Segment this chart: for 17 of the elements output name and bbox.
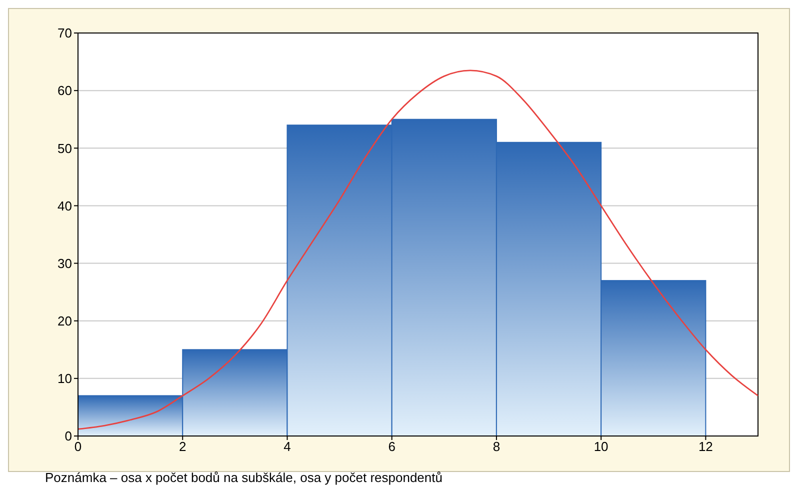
- x-tick-label: 10: [594, 439, 608, 454]
- x-tick-label: 8: [492, 439, 500, 454]
- y-tick-label: 20: [58, 313, 72, 328]
- y-tick-label: 70: [58, 26, 72, 41]
- y-tick-label: 30: [58, 256, 72, 271]
- y-tick-label: 50: [58, 140, 72, 156]
- line-series: [78, 70, 758, 430]
- y-tick-label: 40: [58, 198, 72, 214]
- x-tick-label: 4: [284, 439, 291, 454]
- y-tick-label: 60: [58, 83, 72, 98]
- text: Poznámka – osa x počet bodů na subškále, osa y počet respondentů: [45, 470, 442, 485]
- x-tick-label: 2: [179, 439, 186, 454]
- x-tick-label: 6: [388, 439, 396, 454]
- x-tick-label: 0: [74, 439, 82, 454]
- y-tick-label: 0: [64, 428, 72, 444]
- x-tick-label: 12: [698, 439, 713, 454]
- y-tick-label: 10: [58, 371, 72, 386]
